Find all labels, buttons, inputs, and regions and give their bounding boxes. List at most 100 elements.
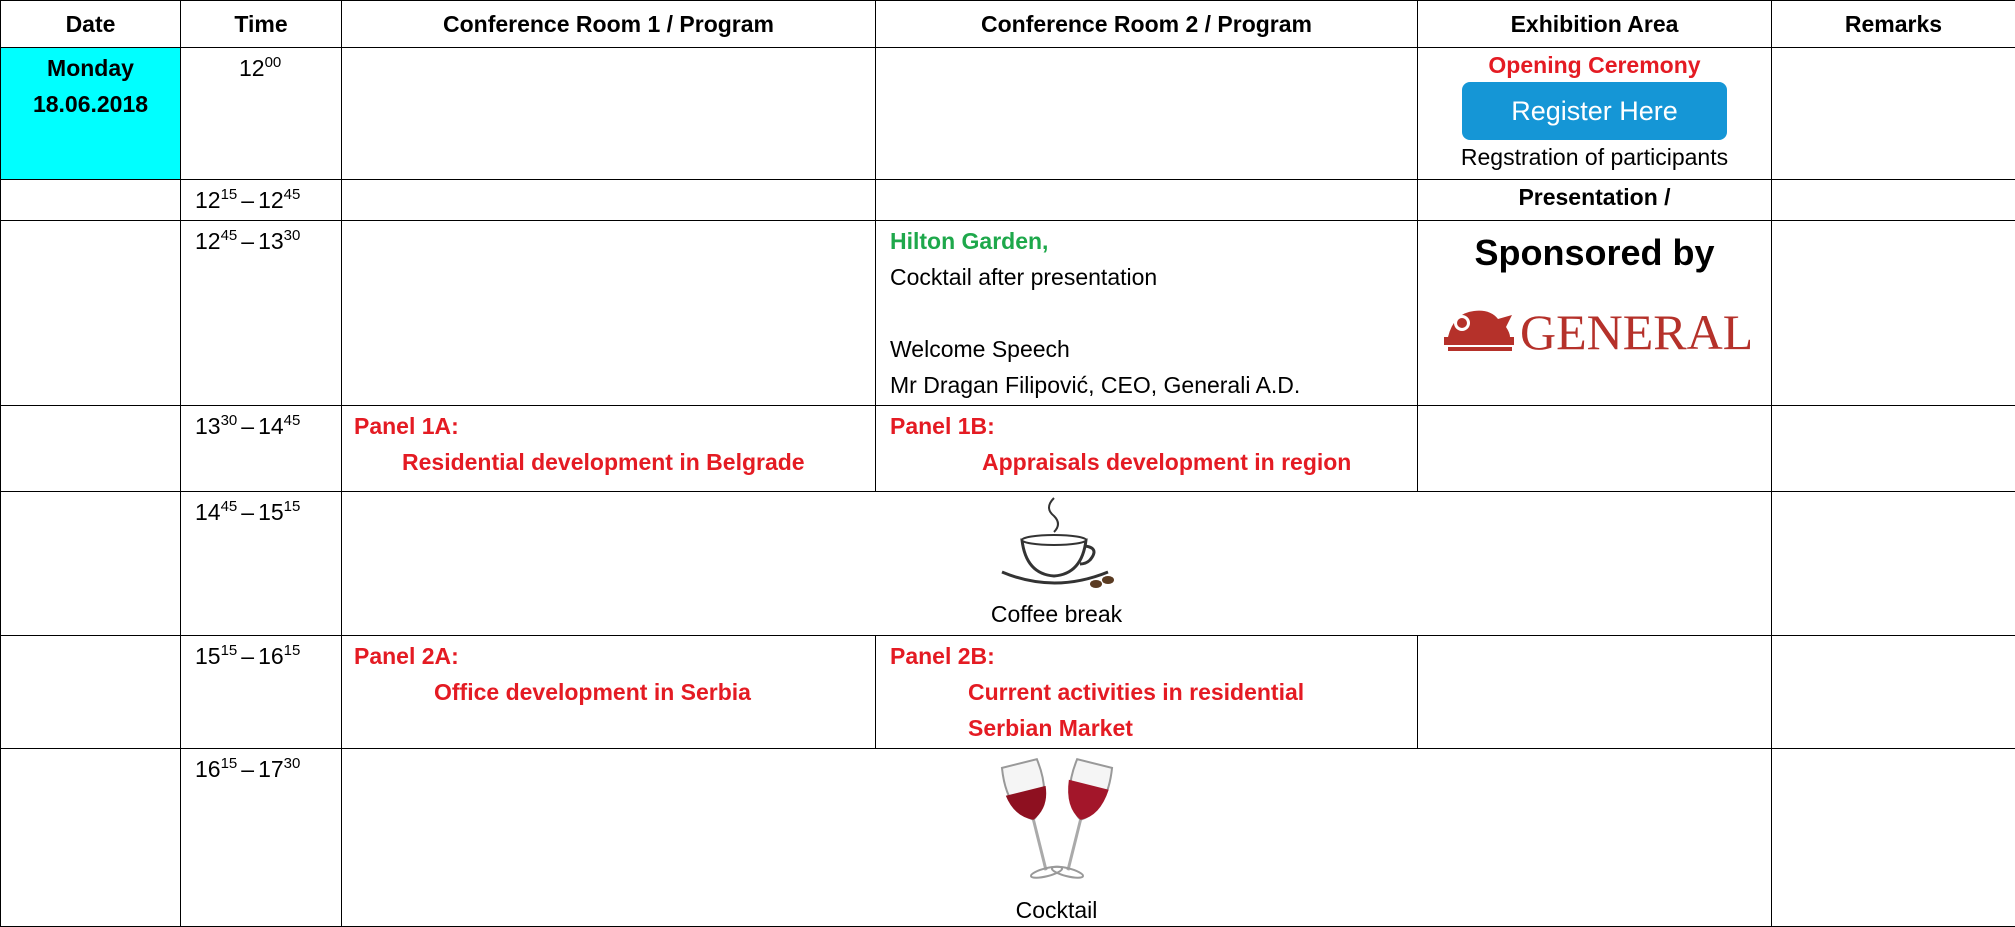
time-cell: 1215–1245	[181, 180, 342, 221]
venue: Hilton Garden,	[890, 228, 1048, 254]
header-cell: Conference Room 1 / Program	[342, 1, 876, 48]
time-dash: –	[241, 413, 254, 439]
cell	[1, 492, 181, 636]
generali-logo: GENERALI	[1440, 297, 1750, 367]
row: Monday 18.06.2018 1200 Opening Ceremony R…	[1, 48, 2015, 180]
header-row: Date Time Conference Room 1 / Program Co…	[1, 1, 2015, 48]
opening-title: Opening Ceremony	[1488, 52, 1700, 78]
date: 18.06.2018	[33, 91, 148, 117]
room2-cell: Hilton Garden, Cocktail after presentati…	[876, 221, 1418, 406]
header-cell: Time	[181, 1, 342, 48]
wine-icon	[992, 754, 1122, 890]
cell	[1418, 406, 1772, 492]
cell	[1772, 749, 2015, 927]
date-cell: Monday 18.06.2018	[1, 48, 181, 180]
time-cell: 1245–1330	[181, 221, 342, 406]
cell	[1418, 636, 1772, 749]
time-start: 15	[195, 643, 221, 669]
cell	[1772, 180, 2015, 221]
row: 1445–1515 Coffee break	[1, 492, 2015, 636]
row: 1515–1615 Panel 2A:Office development in…	[1, 636, 2015, 749]
exhibition-cell: Sponsored by GENERALI	[1418, 221, 1772, 406]
cell	[1772, 406, 2015, 492]
time-end-sup: 45	[284, 412, 301, 429]
time-start: 16	[195, 756, 221, 782]
time-sup: 00	[265, 54, 282, 71]
merged-cell: Coffee break	[342, 492, 1772, 636]
time-start: 12	[195, 187, 221, 213]
row: 1330–1445 Panel 1A: Residential developme…	[1, 406, 2015, 492]
time-start-sup: 15	[221, 755, 238, 772]
time-end: 15	[258, 499, 284, 525]
topic: Appraisals development in region	[890, 444, 1411, 480]
row: 1215–1245 Presentation /	[1, 180, 2015, 221]
time-dash: –	[241, 499, 254, 525]
text-line: Welcome Speech	[890, 336, 1070, 362]
cocktail-label: Cocktail	[1016, 897, 1098, 923]
time-start-sup: 45	[221, 227, 238, 244]
cell	[342, 48, 876, 180]
time-start-sup: 30	[221, 412, 238, 429]
time-dash: –	[241, 643, 254, 669]
panel: Panel 2A:	[354, 643, 459, 669]
panel: Panel 1B:	[890, 413, 995, 439]
cell	[1772, 492, 2015, 636]
time-cell: 1200	[181, 48, 342, 180]
cell	[1, 749, 181, 927]
time-end: 17	[258, 756, 284, 782]
time-end: 16	[258, 643, 284, 669]
time-end-sup: 30	[284, 755, 301, 772]
room2-cell: Panel 2B: Current activities in residenti…	[876, 636, 1418, 749]
time-cell: 1445–1515	[181, 492, 342, 636]
time-cell: 1330–1445	[181, 406, 342, 492]
time-start-sup: 15	[221, 186, 238, 203]
cell	[1, 406, 181, 492]
time: 12	[239, 55, 265, 81]
presentation: Presentation /	[1518, 184, 1670, 210]
day: Monday	[47, 55, 134, 81]
time-end-sup: 45	[284, 186, 301, 203]
topic: Residential development in Belgrade	[354, 444, 869, 480]
time-end: 13	[258, 228, 284, 254]
room2-cell: Panel 1B: Appraisals development in regio…	[876, 406, 1418, 492]
cell	[876, 180, 1418, 221]
header-cell: Date	[1, 1, 181, 48]
coffee-label: Coffee break	[991, 601, 1122, 627]
row: 1245–1330 Hilton Garden, Cocktail after …	[1, 221, 2015, 406]
register-button[interactable]: Register Here	[1462, 82, 1727, 140]
panel: Panel 1A:	[354, 413, 459, 439]
panel: Panel 2B:	[890, 643, 995, 669]
lion-icon	[1444, 311, 1514, 351]
header-cell: Exhibition Area	[1418, 1, 1772, 48]
time-start: 14	[195, 499, 221, 525]
cell	[342, 221, 876, 406]
cell	[1, 221, 181, 406]
topic: Current activities in residential	[890, 674, 1411, 710]
topic: Serbian Market	[890, 710, 1411, 746]
topic: Office development in Serbia	[354, 674, 869, 710]
exhibition-cell: Presentation /	[1418, 180, 1772, 221]
note: Regstration of participants	[1461, 144, 1728, 170]
time-cell: 1515–1615	[181, 636, 342, 749]
time-end-sup: 15	[284, 498, 301, 515]
time-cell: 1615–1730	[181, 749, 342, 927]
room1-cell: Panel 2A: Office development in Serbia	[342, 636, 876, 749]
time-end-sup: 30	[284, 227, 301, 244]
cell	[342, 180, 876, 221]
time-start: 12	[195, 228, 221, 254]
row: 1615–1730 Cocktail	[1, 749, 2015, 927]
header-cell: Conference Room 2 / Program	[876, 1, 1418, 48]
cell	[1, 636, 181, 749]
room1-cell: Panel 1A: Residential development in Belg…	[342, 406, 876, 492]
time-dash: –	[241, 756, 254, 782]
time-start-sup: 15	[221, 642, 238, 659]
time-dash: –	[241, 228, 254, 254]
sponsored-by: Sponsored by	[1424, 223, 1765, 283]
text-line: Cocktail after presentation	[890, 264, 1157, 290]
time-start: 13	[195, 413, 221, 439]
cell	[1772, 636, 2015, 749]
header-cell: Remarks	[1772, 1, 2015, 48]
logo-text: GENERALI	[1520, 304, 1750, 360]
